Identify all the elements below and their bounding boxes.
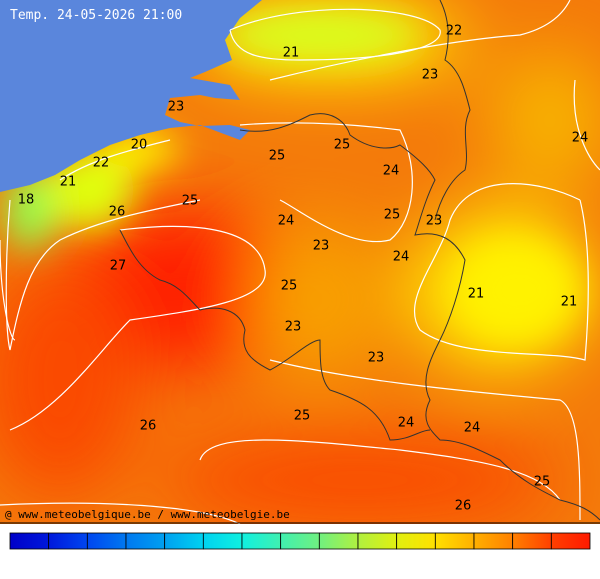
contour-label: 21	[283, 46, 300, 61]
contour-label: 23	[368, 351, 385, 366]
temperature-field	[0, 0, 600, 524]
contour-label: 25	[294, 409, 311, 424]
contour-label: 24	[383, 164, 400, 179]
contour-label: 24	[464, 421, 481, 436]
scale-segment	[48, 532, 88, 550]
contour-label: 26	[140, 419, 157, 434]
color-scale	[9, 532, 591, 550]
contour-label: 23	[422, 68, 439, 83]
contour-label: 26	[455, 499, 472, 514]
scale-segment	[9, 532, 50, 550]
contour-label: 23	[168, 100, 185, 115]
contour-label: 21	[468, 287, 485, 302]
contour-label: 24	[572, 131, 589, 146]
contour-label: 24	[393, 250, 410, 265]
contour-label: 24	[278, 214, 295, 229]
contour-label: 24	[398, 416, 415, 431]
contour-label: 22	[93, 156, 110, 171]
contour-label: 25	[182, 194, 199, 209]
contour-label: 23	[285, 320, 302, 335]
scale-segment	[434, 532, 475, 550]
map-title: Temp. 24-05-2026 21:00	[10, 8, 182, 23]
contour-label: 25	[269, 149, 286, 164]
sea	[0, 0, 262, 192]
isotherms	[0, 0, 600, 524]
scale-segment	[164, 532, 204, 550]
contour-label: 18	[18, 193, 35, 208]
scale-segment	[125, 532, 166, 550]
contour-label: 22	[446, 24, 463, 39]
scale-segment	[202, 532, 243, 550]
contour-label: 23	[313, 239, 330, 254]
scale-segment	[86, 532, 127, 550]
scale-segment	[318, 532, 359, 550]
contour-label: 21	[561, 295, 578, 310]
contour-label: 21	[60, 175, 77, 190]
contour-label: 25	[334, 138, 351, 153]
contour-label: 25	[281, 279, 298, 294]
credit: @ www.meteobelgique.be / www.meteobelgie…	[5, 508, 290, 521]
scale-segment	[357, 532, 398, 550]
scale-segment	[280, 532, 320, 550]
scale-segment	[241, 532, 282, 550]
contour-label: 27	[110, 259, 127, 274]
contour-label: 20	[131, 138, 148, 153]
contour-label: 26	[109, 205, 126, 220]
contour-label: 25	[384, 208, 401, 223]
contour-label: 23	[426, 214, 443, 229]
contour-labels: 21 22 23 24 23 20 25 22 25 24 21 18 25 26 24 25 23 23 24 27…	[18, 24, 589, 514]
scale-segment	[512, 532, 552, 550]
contour-label: 25	[534, 475, 551, 490]
scale-segment	[550, 532, 591, 550]
borders	[119, 0, 600, 521]
scale-segment	[473, 532, 514, 550]
scale-segment	[396, 532, 436, 550]
